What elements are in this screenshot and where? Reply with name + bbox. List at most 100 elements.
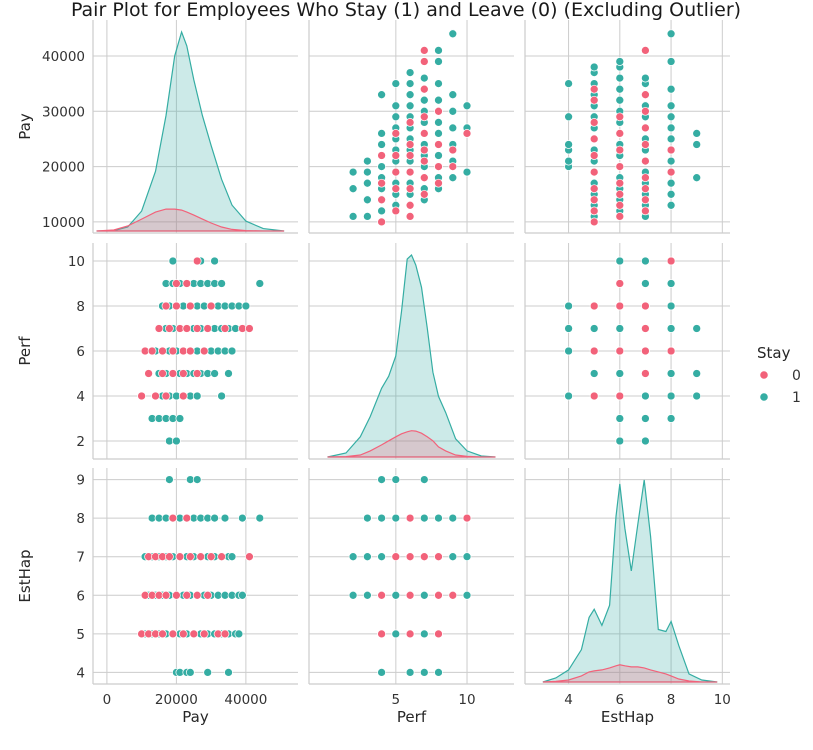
point-stay-0: [158, 629, 167, 639]
point-stay-0: [419, 189, 429, 199]
y-axis-label: Perf: [16, 336, 34, 366]
point-stay-1: [419, 95, 429, 105]
point-stay-0: [178, 391, 188, 401]
point-stay-0: [199, 629, 209, 639]
panel-pay-vs-eshap: [524, 20, 730, 234]
point-stay-0: [405, 552, 415, 562]
point-stay-0: [641, 123, 650, 133]
point-stay-0: [203, 590, 213, 600]
point-stay-1: [227, 552, 237, 562]
point-stay-1: [363, 178, 372, 188]
panel-eshap-vs-perf: 5 10 Perf: [308, 468, 514, 726]
point-stay-1: [377, 552, 386, 562]
point-stay-0: [589, 206, 599, 216]
panel-perf-vs-perf: [308, 243, 514, 460]
point-stay-0: [245, 552, 254, 562]
point-stay-1: [224, 369, 233, 378]
point-stay-1: [692, 129, 702, 138]
point-stay-0: [168, 513, 178, 523]
point-stay-1: [666, 391, 676, 401]
kde-stay-1: [96, 30, 285, 232]
x-axis-label: EstHap: [601, 708, 654, 726]
y-tick-label: 6: [76, 588, 85, 604]
point-stay-1: [666, 112, 676, 122]
point-stay-1: [363, 513, 372, 523]
point-stay-1: [255, 279, 265, 288]
point-stay-1: [377, 140, 386, 149]
point-stay-1: [391, 112, 401, 122]
y-tick-label: 5: [76, 627, 85, 643]
point-stay-1: [377, 513, 386, 523]
legend: Stay 0 1: [757, 344, 801, 406]
point-stay-1: [405, 68, 415, 77]
x-tick-label: 40000: [224, 692, 267, 708]
panel-eshap-vs-eshap: 4 6 8 10 EstHap: [524, 468, 731, 726]
point-stay-1: [448, 513, 458, 523]
point-stay-1: [348, 552, 358, 562]
point-stay-1: [615, 436, 625, 446]
point-stay-0: [405, 200, 415, 210]
point-stay-0: [220, 629, 230, 639]
point-stay-0: [405, 212, 415, 221]
point-stay-1: [666, 200, 676, 210]
point-stay-0: [178, 629, 188, 639]
point-stay-1: [564, 140, 573, 149]
point-stay-0: [419, 46, 429, 55]
point-stay-1: [391, 513, 401, 523]
point-stay-1: [405, 90, 415, 100]
panel-background: [525, 20, 730, 233]
point-stay-0: [641, 195, 650, 205]
point-stay-0: [641, 140, 650, 149]
point-stay-1: [419, 73, 429, 83]
point-stay-0: [391, 184, 401, 194]
y-tick-label: 10000: [42, 215, 85, 231]
point-stay-1: [462, 552, 472, 562]
point-stay-0: [158, 369, 167, 378]
point-stay-0: [615, 212, 625, 221]
y-tick-label: 9: [76, 473, 85, 489]
point-stay-1: [377, 129, 386, 138]
point-stay-0: [168, 629, 178, 639]
kde-stay-0: [542, 664, 718, 683]
x-tick-label: 20000: [155, 692, 198, 708]
point-stay-0: [589, 134, 599, 144]
point-stay-0: [641, 206, 650, 216]
point-stay-1: [666, 369, 676, 378]
y-tick-label: 8: [76, 511, 85, 527]
kde-stay-1: [327, 253, 496, 458]
point-stay-1: [434, 129, 443, 138]
point-stay-1: [462, 101, 472, 111]
point-stay-0: [419, 84, 429, 94]
point-stay-0: [434, 106, 443, 116]
point-stay-0: [589, 301, 599, 311]
point-stay-0: [172, 590, 181, 600]
point-stay-0: [448, 590, 458, 600]
point-stay-1: [348, 212, 358, 221]
point-stay-0: [641, 301, 650, 311]
x-axis-label: Pay: [182, 708, 209, 726]
point-stay-0: [391, 129, 401, 138]
point-stay-0: [196, 552, 206, 562]
point-stay-1: [391, 590, 401, 600]
point-stay-0: [641, 156, 650, 166]
point-stay-1: [448, 123, 458, 133]
point-stay-0: [405, 590, 415, 600]
point-stay-1: [641, 436, 650, 446]
point-stay-0: [419, 129, 429, 138]
point-stay-1: [192, 475, 202, 484]
legend-label-stay-1: 1: [792, 390, 801, 406]
point-stay-1: [391, 79, 401, 88]
point-stay-0: [165, 324, 174, 333]
point-stay-0: [405, 118, 415, 127]
point-stay-1: [666, 134, 676, 144]
point-stay-0: [589, 184, 599, 194]
point-stay-1: [217, 391, 226, 401]
point-stay-1: [363, 156, 372, 166]
point-stay-0: [245, 324, 254, 333]
y-tick-label: 10: [68, 254, 85, 270]
point-stay-0: [641, 90, 650, 100]
point-stay-0: [192, 324, 202, 333]
point-stay-0: [615, 189, 625, 199]
point-stay-1: [363, 167, 372, 177]
point-stay-0: [199, 346, 209, 356]
